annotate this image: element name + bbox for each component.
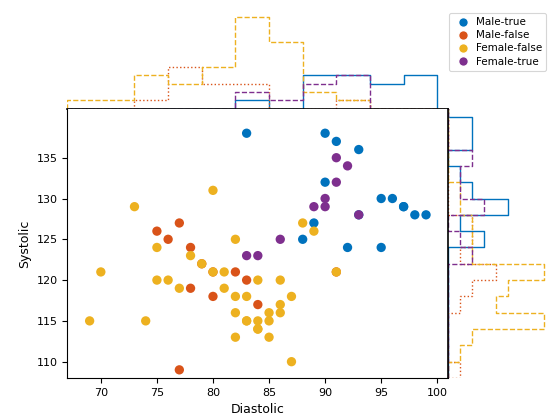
Point — [242, 318, 251, 324]
Point — [354, 211, 363, 218]
Point — [85, 318, 94, 324]
Point — [208, 268, 217, 275]
Point — [276, 236, 284, 243]
Point — [253, 301, 262, 308]
Point — [276, 310, 284, 316]
Point — [321, 203, 330, 210]
Point — [298, 220, 307, 226]
Point — [321, 195, 330, 202]
Point — [332, 138, 341, 145]
Point — [164, 277, 172, 284]
Point — [253, 326, 262, 332]
Point — [231, 236, 240, 243]
Point — [242, 252, 251, 259]
Point — [242, 293, 251, 300]
Point — [96, 268, 105, 275]
Point — [197, 260, 206, 267]
Point — [130, 203, 139, 210]
Point — [253, 252, 262, 259]
Point — [343, 163, 352, 169]
Point — [242, 318, 251, 324]
Point — [253, 326, 262, 332]
Point — [287, 358, 296, 365]
Point — [208, 268, 217, 275]
Point — [253, 318, 262, 324]
Point — [242, 277, 251, 284]
Point — [141, 318, 150, 324]
Point — [175, 285, 184, 291]
Point — [231, 310, 240, 316]
Point — [399, 203, 408, 210]
Point — [399, 203, 408, 210]
Point — [388, 195, 397, 202]
Point — [220, 285, 228, 291]
Point — [310, 203, 319, 210]
Y-axis label: Systolic: Systolic — [18, 219, 31, 268]
Point — [152, 277, 161, 284]
Point — [332, 179, 341, 186]
Point — [152, 228, 161, 234]
X-axis label: Diastolic: Diastolic — [231, 403, 285, 416]
Point — [276, 301, 284, 308]
Point — [164, 236, 172, 243]
Point — [253, 277, 262, 284]
Point — [197, 260, 206, 267]
Point — [264, 334, 273, 341]
Point — [264, 318, 273, 324]
Point — [186, 252, 195, 259]
Point — [310, 228, 319, 234]
Point — [377, 244, 386, 251]
Point — [332, 155, 341, 161]
Point — [354, 211, 363, 218]
Point — [354, 146, 363, 153]
Point — [175, 220, 184, 226]
Point — [186, 244, 195, 251]
Point — [208, 293, 217, 300]
Point — [231, 293, 240, 300]
Point — [343, 244, 352, 251]
Point — [287, 293, 296, 300]
Point — [276, 277, 284, 284]
Point — [310, 220, 319, 226]
Point — [321, 179, 330, 186]
Point — [152, 244, 161, 251]
Point — [410, 211, 419, 218]
Point — [231, 334, 240, 341]
Point — [175, 367, 184, 373]
Point — [242, 130, 251, 136]
Point — [377, 195, 386, 202]
Point — [220, 268, 228, 275]
Point — [186, 285, 195, 291]
Legend: Male-true, Male-false, Female-false, Female-true: Male-true, Male-false, Female-false, Fem… — [449, 13, 546, 71]
Point — [332, 268, 341, 275]
Point — [422, 211, 431, 218]
Point — [231, 268, 240, 275]
Point — [264, 310, 273, 316]
Point — [298, 236, 307, 243]
Point — [208, 187, 217, 194]
Point — [321, 130, 330, 136]
Point — [332, 268, 341, 275]
